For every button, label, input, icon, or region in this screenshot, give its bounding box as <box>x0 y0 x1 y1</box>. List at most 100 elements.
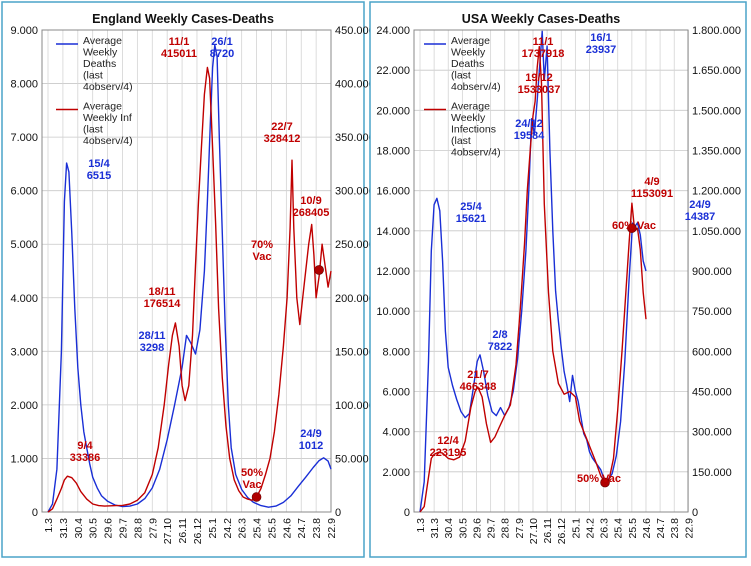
annotation-line: 22/7 <box>271 121 292 133</box>
y-left-tick-label: 2.000 <box>382 467 410 479</box>
legend-label-line: Infections <box>451 124 496 136</box>
annotation-line: 268405 <box>293 207 330 219</box>
peak-annotation: 15/4 6515 <box>87 158 111 182</box>
y-left-tick-label: 8.000 <box>382 346 410 358</box>
legend-label: Average Weekly Infections (last 4observ/4) <box>451 101 501 159</box>
legend-label-line: Average <box>83 35 122 47</box>
y-left-tick-label: 1.000 <box>10 453 38 465</box>
y-left-tick-label: 4.000 <box>382 427 410 439</box>
y-left-tick-label: 18.000 <box>376 146 410 158</box>
y-right-tick-label: 300.000 <box>692 427 732 439</box>
annotation-line: 9/4 <box>77 440 93 452</box>
x-tick-label: 25.5 <box>266 518 278 539</box>
legend-label: Average Weekly Deaths (last 4observ/4) <box>451 35 501 93</box>
y-right-tick-label: 0 <box>335 507 341 519</box>
legend-entry: Average Weekly Inf (last 4observ/4) <box>56 101 133 147</box>
annotation-line: 24/12 <box>515 118 543 130</box>
y-right-tick-label: 900.000 <box>692 266 732 278</box>
y-left-tick-label: 22.000 <box>376 65 410 77</box>
y-left-tick-label: 16.000 <box>376 186 410 198</box>
x-tick-label: 27.10 <box>162 518 174 544</box>
x-tick-label: 24.7 <box>655 518 667 539</box>
x-tick-label: 25.1 <box>570 518 582 539</box>
y-left-tick-label: 5.000 <box>10 239 38 251</box>
x-tick-label: 29.6 <box>103 518 115 539</box>
peak-annotation: 24/12 19584 <box>514 118 545 142</box>
y-left-tick-label: 3.000 <box>10 346 38 358</box>
y-left-tick-label: 20.000 <box>376 105 410 117</box>
legend-label-line: Weekly Inf <box>83 112 132 124</box>
x-tick-label: 24.2 <box>584 518 596 539</box>
annotation-line: 25/4 <box>460 201 482 213</box>
y-right-tick-label: 1.350.000 <box>692 146 741 158</box>
legend-label-line: Weekly <box>451 112 486 124</box>
annotation-line: 50% Vac <box>577 473 621 485</box>
x-tick-label: 25.4 <box>613 518 625 539</box>
peak-annotation: 26/1 8720 <box>210 36 234 60</box>
peak-annotation: 50% Vac <box>577 473 621 485</box>
annotation-line: 8720 <box>210 48 234 60</box>
y-left-tick-label: 4.000 <box>10 293 38 305</box>
peak-annotation: 22/7 328412 <box>264 121 301 145</box>
legend-entry: Average Weekly Infections (last 4observ/4) <box>424 101 501 159</box>
y-left-tick-label: 2.000 <box>10 400 38 412</box>
vaccination-marker <box>251 492 262 502</box>
annotation-line: 7822 <box>488 341 512 353</box>
annotation-line: 176514 <box>144 298 182 310</box>
annotation-line: 18/11 <box>149 286 176 298</box>
annotation-line: 6515 <box>87 170 111 182</box>
vaccination-marker <box>627 223 637 233</box>
x-tick-label: 22.9 <box>326 518 338 539</box>
annotation-line: Vac <box>253 251 272 263</box>
legend-entry: Average Weekly Deaths (last 4observ/4) <box>424 35 501 93</box>
annotation-line: 1153091 <box>631 188 673 200</box>
peak-annotation: 9/4 33386 <box>70 440 101 464</box>
annotation-line: 3298 <box>140 342 164 354</box>
x-tick-label: 29.6 <box>471 518 483 539</box>
x-tick-label: 30.4 <box>443 518 455 539</box>
x-tick-label: 24.7 <box>296 518 308 539</box>
x-tick-label: 31.3 <box>429 518 441 539</box>
y-right-tick-label: 150.000 <box>692 467 732 479</box>
annotation-line: 415011 <box>161 48 197 60</box>
y-left-tick-label: 6.000 <box>10 186 38 198</box>
x-tick-label: 23.8 <box>311 518 323 539</box>
x-tick-label: 30.5 <box>88 518 100 539</box>
y-left-tick-label: 7.000 <box>10 132 38 144</box>
annotation-line: 223195 <box>430 447 467 459</box>
annotation-line: 328412 <box>264 133 301 145</box>
y-right-tick-label: 1.050.000 <box>692 226 741 238</box>
legend-label-line: Deaths <box>451 58 484 70</box>
x-tick-label: 24.2 <box>222 518 234 539</box>
annotation-line: 33386 <box>70 452 101 464</box>
peak-annotation: 18/11 176514 <box>144 286 182 310</box>
peak-annotation: 12/4 223195 <box>430 435 467 459</box>
y-right-tick-label: 100.000 <box>335 400 375 412</box>
vaccination-marker <box>314 265 324 275</box>
x-tick-label: 24.6 <box>641 518 653 539</box>
legend-label-line: Weekly <box>451 47 486 59</box>
x-tick-label: 28.8 <box>500 518 512 539</box>
x-tick-label: 23.8 <box>669 518 681 539</box>
annotation-line: 24/9 <box>300 428 321 440</box>
x-tick-label: 30.5 <box>457 518 469 539</box>
deaths-series-line <box>47 44 332 513</box>
annotation-line: 21/7 <box>467 369 488 381</box>
annotation-line: 15/4 <box>88 158 110 170</box>
legend-label: Average Weekly Deaths (last 4observ/4) <box>83 35 133 93</box>
annotation-line: 466348 <box>460 381 497 393</box>
y-right-tick-label: 1.500.000 <box>692 105 741 117</box>
peak-annotation: 28/11 3298 <box>139 330 166 354</box>
annotation-line: Vac <box>243 479 262 491</box>
annotation-line: 24/9 <box>689 199 710 211</box>
infections-series-line <box>47 66 332 513</box>
chart-frame <box>369 1 747 558</box>
x-tick-label: 27.9 <box>147 518 159 539</box>
x-tick-label: 27.10 <box>528 518 540 544</box>
annotation-line: 28/11 <box>139 330 166 342</box>
y-right-tick-label: 1.650.000 <box>692 65 741 77</box>
x-tick-label: 1.3 <box>43 518 55 533</box>
y-right-tick-label: 150.000 <box>335 346 375 358</box>
annotation-line: 15621 <box>456 213 487 225</box>
